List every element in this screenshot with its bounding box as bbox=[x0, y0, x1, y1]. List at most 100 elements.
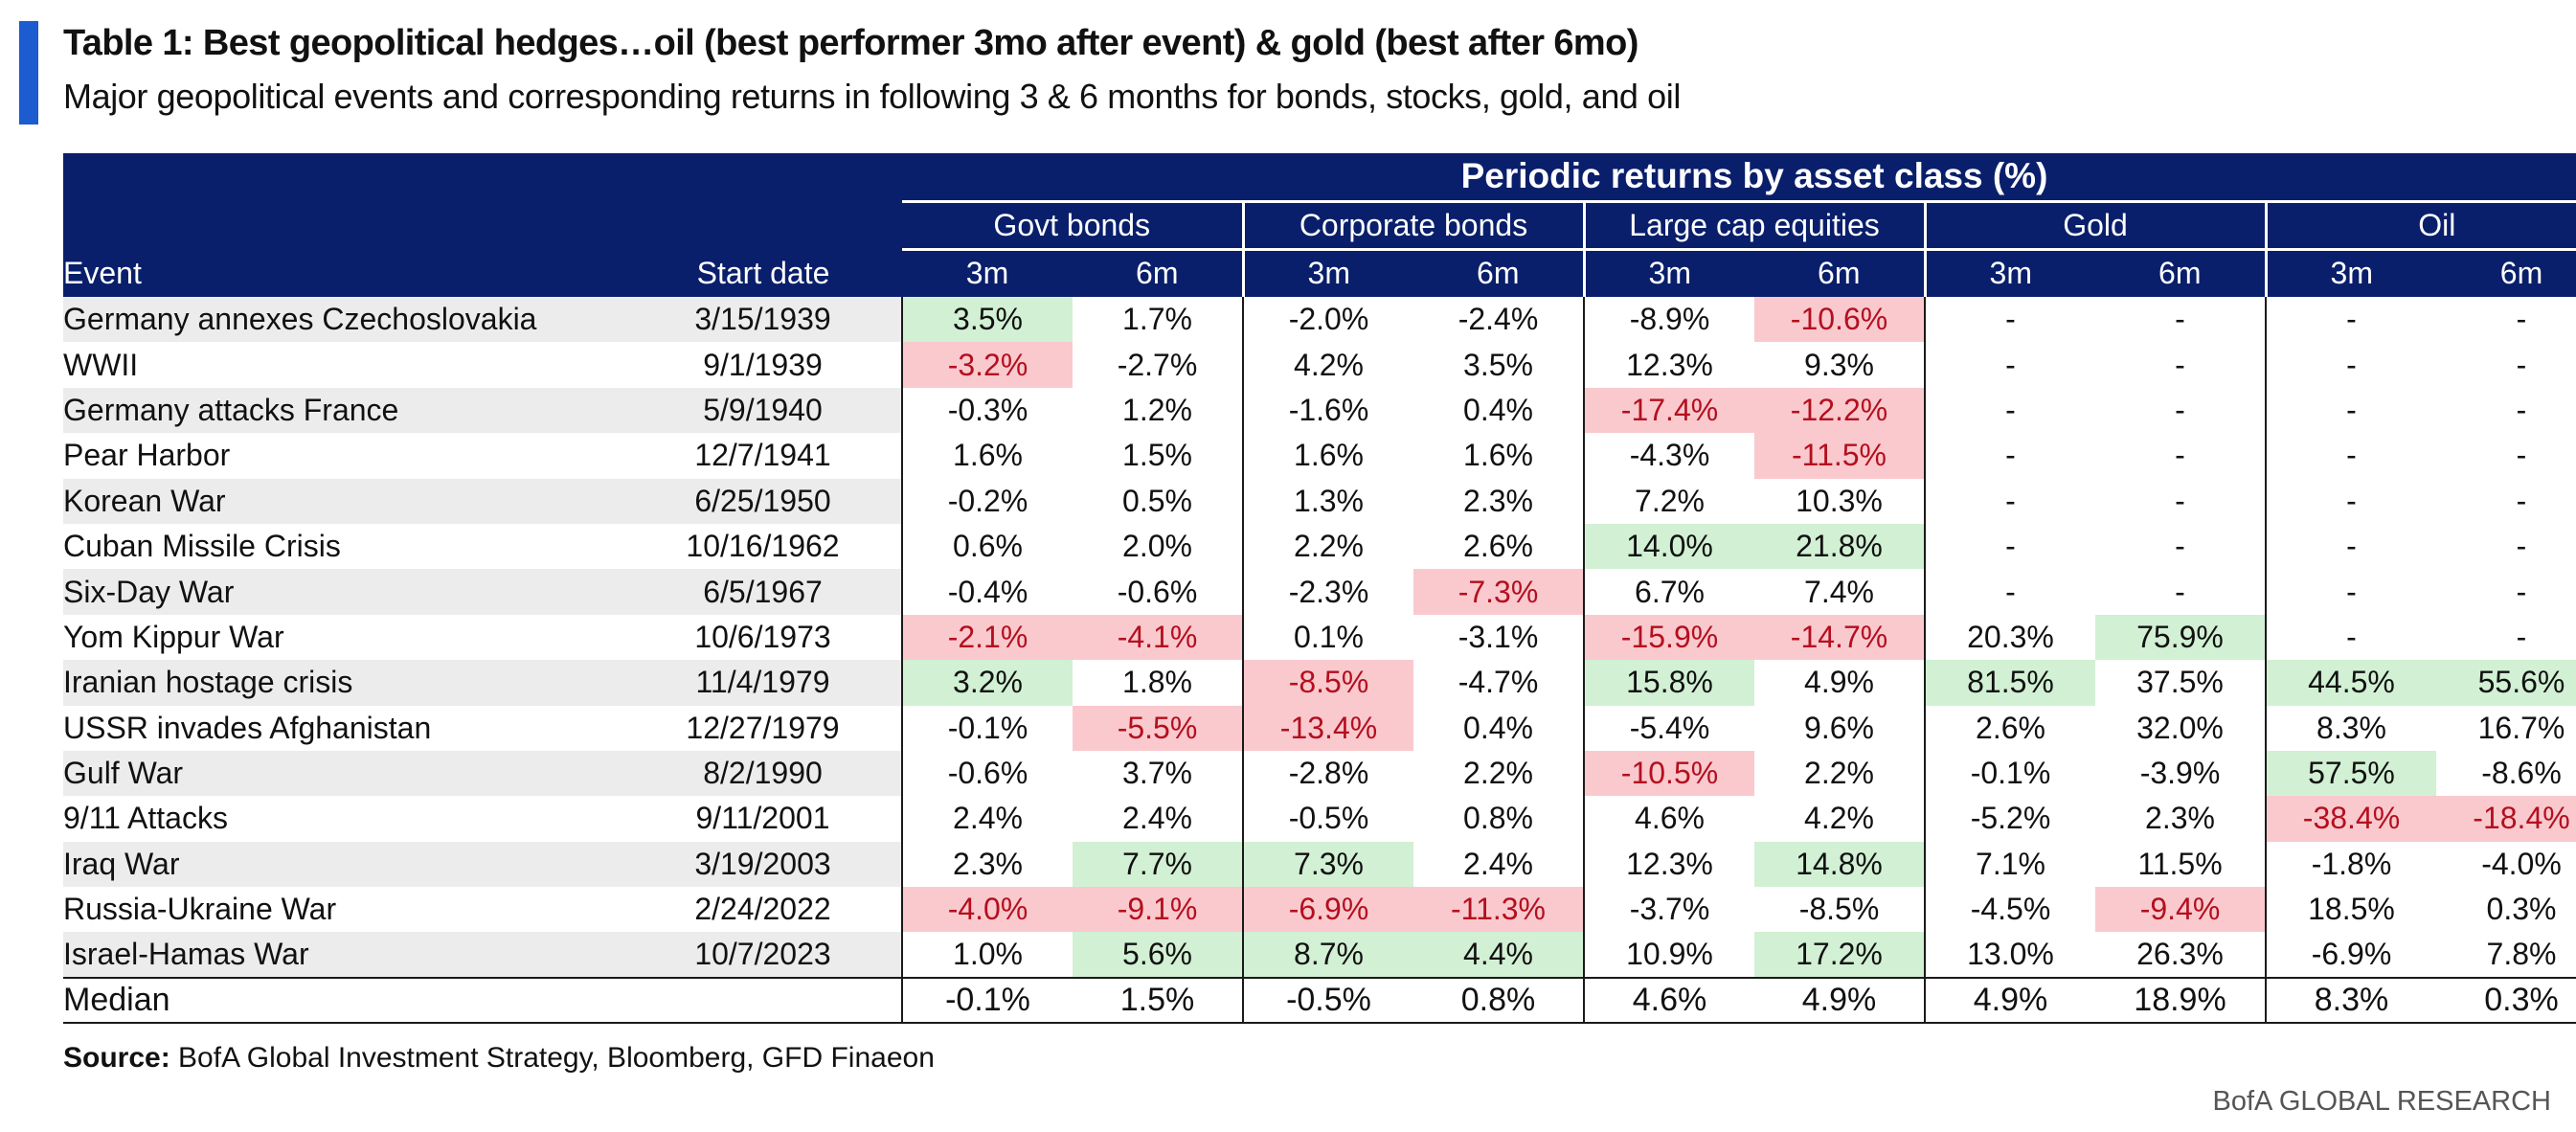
period-header: 3m bbox=[1923, 247, 2095, 297]
median-value: 8.3% bbox=[2265, 976, 2436, 1025]
median-date-blank bbox=[624, 976, 902, 1025]
brand-label: BofA GLOBAL RESEARCH bbox=[2212, 1086, 2551, 1117]
start-date: 3/15/1939 bbox=[624, 297, 902, 343]
return-cell: - bbox=[1924, 342, 2095, 388]
start-date: 5/9/1940 bbox=[624, 387, 902, 434]
return-cell: -3.2% bbox=[901, 342, 1073, 388]
return-cell: 2.0% bbox=[1122, 529, 1192, 564]
median-value: 4.9% bbox=[1754, 976, 1925, 1025]
return-cell: -0.4% bbox=[901, 569, 1073, 615]
return-cell: 21.8% bbox=[1754, 523, 1925, 570]
return-cell: -0.6% bbox=[1117, 574, 1198, 609]
return-cell: - bbox=[2516, 529, 2527, 564]
event-name: WWII bbox=[63, 347, 139, 382]
return-cell: 2.2% bbox=[1804, 756, 1874, 791]
return-cell: - bbox=[1924, 433, 2095, 479]
start-date: 9/1/1939 bbox=[703, 347, 823, 382]
return-cell: - bbox=[1924, 297, 2095, 343]
return-cell: - bbox=[2516, 392, 2527, 427]
return-cell: - bbox=[2175, 347, 2185, 382]
return-cell: 0.4% bbox=[1463, 392, 1533, 427]
return-cell: -9.1% bbox=[1073, 887, 1243, 933]
return-cell: - bbox=[2175, 392, 2185, 427]
return-cell: -6.9% bbox=[2265, 932, 2436, 978]
return-cell: -13.4% bbox=[1242, 705, 1413, 751]
return-cell: 9.6% bbox=[1804, 710, 1874, 745]
return-cell: 0.4% bbox=[1463, 710, 1533, 745]
return-cell: -0.3% bbox=[901, 387, 1073, 434]
return-cell: -11.3% bbox=[1413, 887, 1584, 933]
table-row: Pear Harbor 12/7/1941 1.6% 1.5% 1.6% 1.6% -4.3… bbox=[63, 433, 2576, 479]
return-cell: -2.7% bbox=[1117, 347, 1198, 382]
return-cell: -9.4% bbox=[2095, 887, 2266, 933]
return-cell: -7.3% bbox=[1413, 569, 1584, 615]
return-cell: 2.3% bbox=[1463, 483, 1533, 518]
return-cell: -8.5% bbox=[1242, 660, 1413, 706]
return-cell: 7.8% bbox=[2486, 937, 2557, 972]
event-name: Gulf War bbox=[63, 750, 624, 797]
return-cell: 1.6% bbox=[1242, 433, 1413, 479]
return-cell: 9.3% bbox=[1804, 347, 1874, 382]
event-name: Six-Day War bbox=[63, 569, 624, 615]
table-row: Iraq War 3/19/2003 2.3% 7.7% 7.3% 2.4% 12.3% 14… bbox=[63, 841, 2576, 888]
start-date: 10/6/1973 bbox=[694, 619, 831, 654]
return-cell: 7.7% bbox=[1073, 841, 1243, 888]
return-cell: - bbox=[2175, 483, 2185, 518]
return-cell: -2.1% bbox=[901, 614, 1073, 661]
return-cell: - bbox=[2265, 342, 2436, 388]
start-date: 9/11/2001 bbox=[695, 801, 830, 836]
event-name: Iraq War bbox=[63, 841, 624, 888]
return-cell: -4.0% bbox=[2481, 846, 2562, 881]
event-name: Iranian hostage crisis bbox=[63, 660, 624, 706]
table-body: Germany annexes Czechoslovakia 3/15/1939 3… bbox=[63, 297, 2576, 1025]
return-cell: 4.2% bbox=[1242, 342, 1413, 388]
event-name: USSR invades Afghanistan bbox=[63, 710, 432, 745]
return-cell: -5.2% bbox=[1924, 796, 2095, 842]
start-date: 3/19/2003 bbox=[624, 841, 902, 888]
return-cell: -8.9% bbox=[1583, 297, 1754, 343]
return-cell: 16.7% bbox=[2477, 710, 2565, 745]
return-cell: 3.5% bbox=[1463, 347, 1533, 382]
return-cell: -12.2% bbox=[1754, 387, 1925, 434]
period-header: 3m bbox=[1582, 247, 1754, 297]
return-cell: 3.7% bbox=[1122, 756, 1192, 791]
return-cell: -4.1% bbox=[1073, 614, 1243, 661]
start-date: 10/16/1962 bbox=[686, 529, 840, 564]
table-row: Six-Day War 6/5/1967 -0.4% -0.6% -2.3% -7.3% 6… bbox=[63, 569, 2576, 615]
return-cell: 4.9% bbox=[1804, 665, 1874, 700]
table-row: WWII 9/1/1939 -3.2% -2.7% 4.2% 3.5% 12.3% 9.3% -… bbox=[63, 342, 2576, 388]
period-header: 6m bbox=[2095, 247, 2266, 297]
median-label: Median bbox=[63, 976, 624, 1025]
return-cell: -5.4% bbox=[1583, 705, 1754, 751]
return-cell: - bbox=[2265, 433, 2436, 479]
return-cell: 3.2% bbox=[901, 660, 1073, 706]
period-header: 6m bbox=[2436, 247, 2576, 297]
start-date: 6/5/1967 bbox=[624, 569, 902, 615]
table-row: Iranian hostage crisis 11/4/1979 3.2% 1.8% -… bbox=[63, 660, 2576, 706]
return-cell: 57.5% bbox=[2265, 750, 2436, 797]
group-header: Large cap equities bbox=[1582, 199, 1925, 249]
return-cell: 0.6% bbox=[901, 523, 1073, 570]
super-header: Periodic returns by asset class (%) bbox=[902, 153, 2576, 201]
event-name: Korean War bbox=[63, 478, 624, 524]
return-cell: - bbox=[2516, 483, 2527, 518]
event-name: Cuban Missile Crisis bbox=[63, 529, 341, 564]
return-cell: - bbox=[1924, 523, 2095, 570]
return-cell: -0.2% bbox=[901, 478, 1073, 524]
return-cell: 8.7% bbox=[1242, 932, 1413, 978]
table-row: Korean War 6/25/1950 -0.2% 0.5% 1.3% 2.3% 7.2%… bbox=[63, 478, 2576, 524]
return-cell: -2.0% bbox=[1242, 297, 1413, 343]
return-cell: -17.4% bbox=[1583, 387, 1754, 434]
event-name: Germany annexes Czechoslovakia bbox=[63, 297, 624, 343]
return-cell: 12.3% bbox=[1583, 342, 1754, 388]
start-date: 12/27/1979 bbox=[686, 710, 840, 745]
return-cell: 0.5% bbox=[1122, 483, 1192, 518]
median-value: 4.9% bbox=[1924, 976, 2095, 1025]
median-value: -0.1% bbox=[901, 976, 1073, 1025]
returns-table: Periodic returns by asset class (%) Govt… bbox=[63, 153, 2576, 1025]
return-cell: - bbox=[2516, 347, 2527, 382]
return-cell: 1.6% bbox=[901, 433, 1073, 479]
return-cell: - bbox=[2175, 438, 2185, 473]
return-cell: - bbox=[2265, 478, 2436, 524]
return-cell: 1.5% bbox=[1122, 438, 1192, 473]
